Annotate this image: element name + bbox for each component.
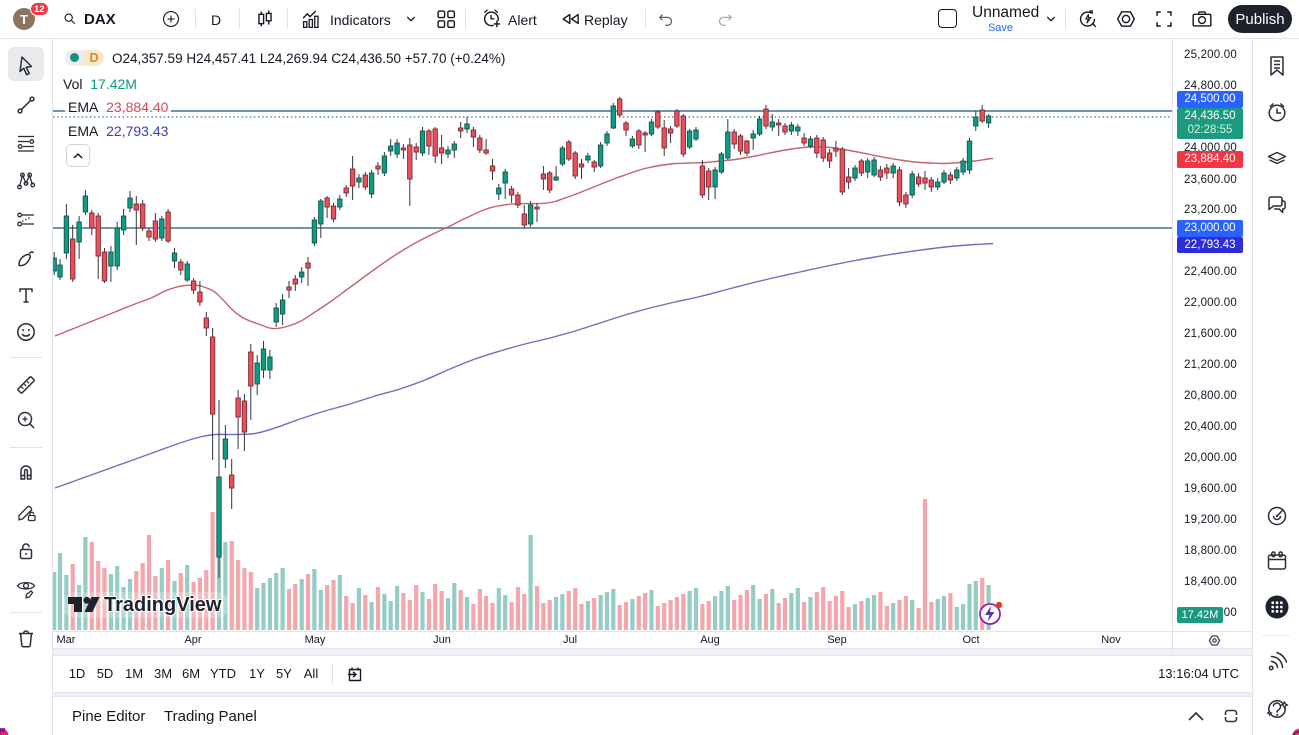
svg-text:TradingView: TradingView	[104, 594, 222, 616]
